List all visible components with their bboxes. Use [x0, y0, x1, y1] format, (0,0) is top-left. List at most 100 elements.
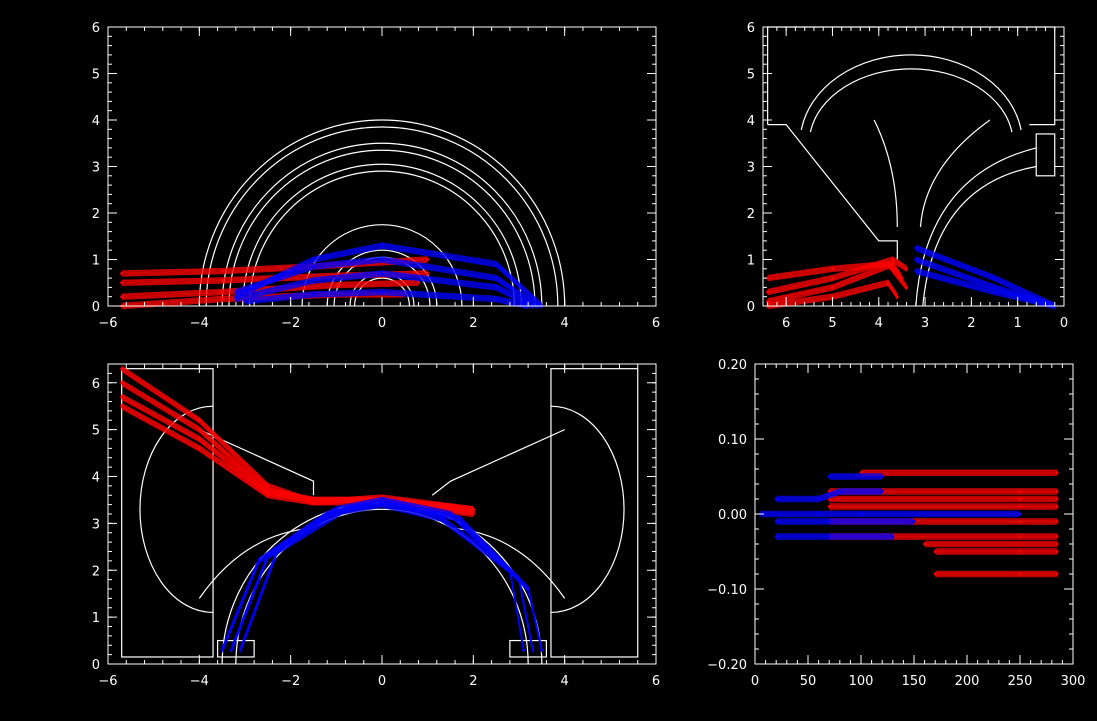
data-point [914, 258, 918, 261]
trajectory-line [767, 265, 907, 290]
y-tick-label: 1 [747, 254, 755, 269]
trajectory-line [235, 275, 533, 310]
trajectory-line [915, 273, 1055, 310]
data-point [494, 276, 498, 280]
data-point [380, 271, 384, 275]
x-tick-label: 6 [782, 316, 790, 331]
data-point [993, 276, 997, 280]
trajectory-line [915, 256, 1055, 304]
data-point [880, 475, 884, 478]
trajectory-line [915, 244, 1055, 304]
data-point [220, 269, 224, 273]
data-point [827, 535, 831, 538]
x-tick-label: 2 [967, 316, 975, 331]
y-tick-label: 3 [92, 161, 100, 176]
data-point [1018, 512, 1022, 516]
x-tick-label: 2 [469, 316, 477, 331]
x-tick-label: 5 [828, 316, 836, 331]
y-tick-label: −0.10 [707, 583, 747, 598]
y-tick-label: 5 [92, 68, 100, 83]
y-tick-label: 0 [92, 300, 100, 315]
data-point [914, 246, 918, 250]
data-point [817, 497, 821, 501]
x-tick-label: −2 [281, 316, 300, 331]
trajectory-line [239, 499, 543, 648]
guide-arc [198, 527, 314, 599]
data-point [540, 648, 544, 652]
trajectory-line [767, 262, 907, 287]
data-point [1055, 550, 1059, 553]
data-point [1018, 490, 1022, 493]
trajectory-line [776, 490, 883, 499]
data-point [426, 271, 430, 275]
data-point [1055, 535, 1059, 538]
x-tick-label: 200 [955, 674, 980, 689]
data-point [426, 258, 430, 261]
trajectory-line [121, 369, 474, 516]
data-point [494, 262, 498, 266]
trajectory-line [776, 489, 883, 498]
data-point [234, 290, 238, 294]
series-blue [914, 244, 1057, 310]
trajectory-line [776, 493, 883, 503]
y-tick-label: 5 [92, 424, 100, 439]
data-point [766, 299, 770, 303]
trajectory-line [767, 284, 898, 310]
data-point [220, 297, 224, 301]
data-point [859, 512, 863, 516]
data-point [1055, 572, 1059, 576]
outer-arc [242, 163, 522, 307]
series-red [120, 365, 475, 518]
data-point [766, 290, 770, 294]
detector-box [1035, 133, 1056, 177]
data-point [914, 269, 918, 273]
data-point [827, 475, 831, 478]
y-tick-label: 2 [92, 564, 100, 579]
data-point [220, 278, 224, 282]
trajectory-line [239, 500, 543, 650]
series-blue [220, 496, 544, 653]
y-tick-label: 2 [747, 207, 755, 222]
trajectory-line [239, 502, 543, 651]
data-point [220, 648, 224, 652]
data-point [1055, 542, 1059, 546]
trajectory-line [915, 272, 1055, 309]
trajectory-line [776, 492, 883, 502]
trajectory-line [767, 261, 907, 286]
trajectory-line [915, 257, 1055, 305]
y-tick-label: 0.00 [718, 508, 747, 523]
data-point [380, 500, 384, 504]
x-tick-label: 3 [921, 316, 929, 331]
data-point [120, 381, 124, 385]
trajectory-line [915, 267, 1055, 304]
data-point [1018, 535, 1022, 538]
data-point [886, 262, 890, 266]
x-tick-label: 0 [378, 316, 386, 331]
trajectory-line [121, 261, 428, 277]
x-tick-label: 4 [875, 316, 883, 331]
trajectory-line [235, 271, 533, 305]
data-point [827, 505, 831, 508]
y-tick-label: 4 [747, 114, 755, 129]
y-tick-label: 0.20 [718, 358, 747, 373]
trajectory-line [776, 488, 883, 497]
x-tick-label: 6 [652, 674, 660, 689]
data-point [774, 497, 778, 501]
dome-arc [800, 54, 1022, 131]
side-housing [121, 368, 214, 658]
main-arc [235, 508, 529, 665]
y-tick-label: 4 [92, 471, 100, 486]
x-tick-label: 4 [561, 316, 569, 331]
x-tick-label: −4 [190, 316, 209, 331]
x-tick-label: 0 [751, 674, 759, 689]
main-arc [221, 501, 543, 665]
x-tick-label: −6 [98, 674, 117, 689]
data-point [933, 572, 937, 576]
guide-arc [919, 119, 991, 227]
trajectory-line [121, 379, 474, 510]
chart-top-right: 6 5 4 3 2 1 0 0 1 2 3 4 5 6 [747, 21, 1068, 331]
x-tick-label: 0 [378, 674, 386, 689]
detector-box [509, 639, 548, 658]
data-point [993, 285, 997, 289]
x-tick-label: 0 [1060, 316, 1068, 331]
